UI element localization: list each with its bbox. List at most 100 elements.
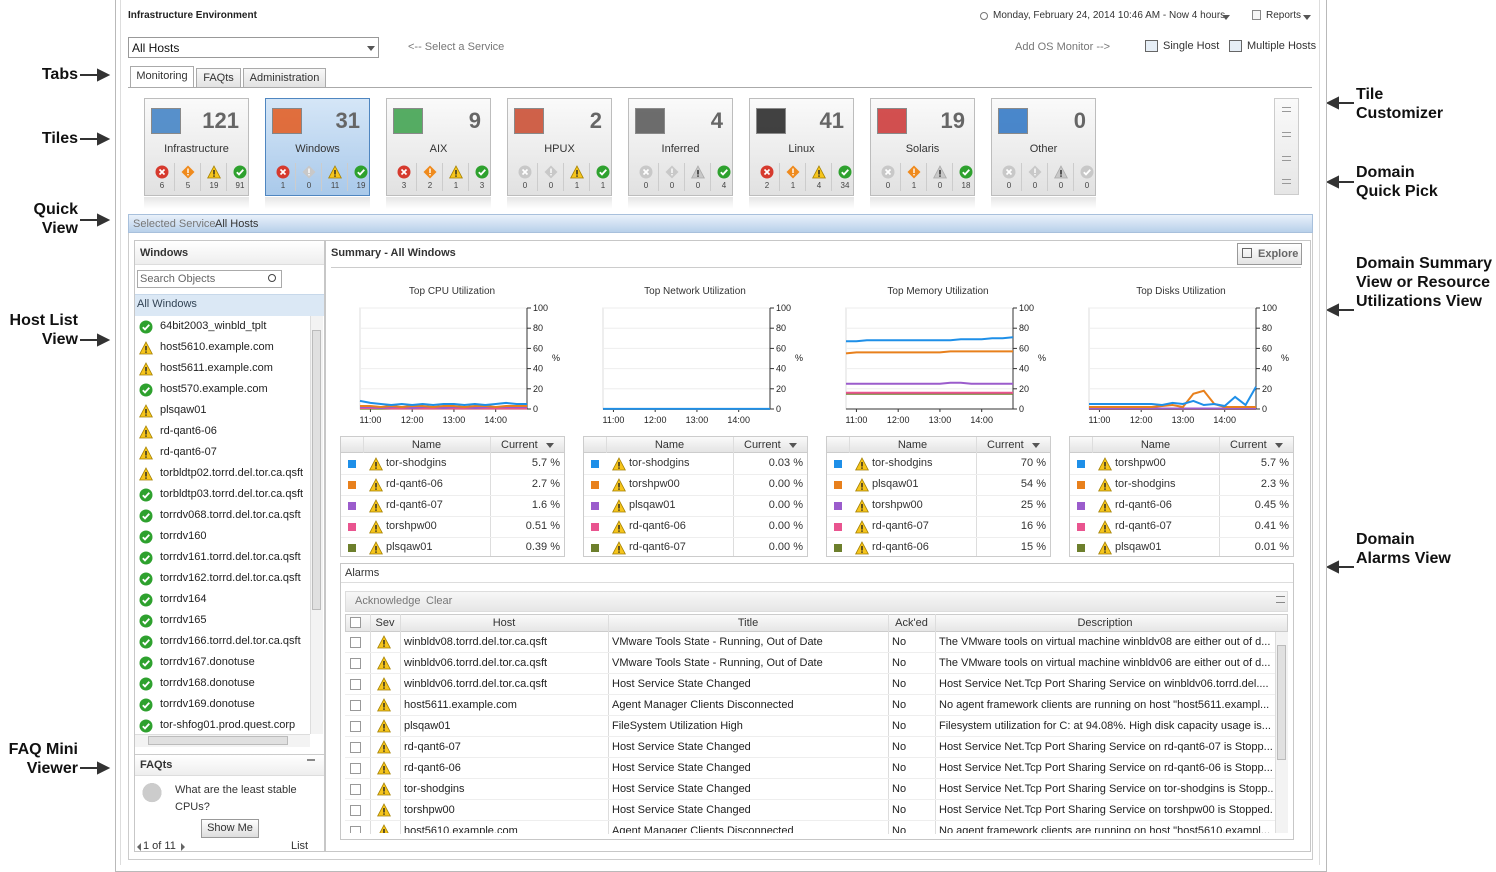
host-name[interactable]: torrdv167.donotuse [160,656,255,668]
tile-divider [468,163,469,191]
faq-button[interactable]: Show Me [201,819,259,838]
domain-tile[interactable]: 9 AIX 3 2 1 3 [386,98,491,196]
host-name[interactable]: torbldtp02.torrd.del.tor.ca.qsft [160,467,304,479]
host-name[interactable]: torrdv160 [160,530,207,542]
column-header[interactable]: Name [654,439,685,451]
reports-menu[interactable]: Reports [1266,10,1302,21]
alarm-host[interactable]: winbldv06.torrd.del.tor.ca.qsft [404,678,548,690]
column-header[interactable]: Current [501,439,538,451]
host-name[interactable]: rd-qant6-06 [160,425,217,437]
alarm-title[interactable]: Agent Manager Clients Disconnected [612,699,794,711]
alarm-host[interactable]: host5610.example.com [404,825,518,833]
column-header[interactable]: Current [987,439,1024,451]
column-header[interactable]: Title [737,617,759,629]
domain-tile[interactable]: 4 Inferred 0 0 0 4 [628,98,733,196]
host-name[interactable]: torbldtp03.torrd.del.tor.ca.qsft [160,488,304,500]
column-header[interactable]: Current [744,439,781,451]
explore-button[interactable]: Explore [1237,243,1302,265]
quick-view-bar: Selected Service All Hosts [128,214,1313,233]
host-name[interactable]: torrdv168.donotuse [160,677,255,689]
domain-tile[interactable]: 31 Windows 1 0 11 19 [265,98,370,196]
tile-customizer[interactable] [1274,98,1299,195]
alarm-title[interactable]: Host Service State Changed [612,762,751,774]
host-name[interactable]: torrdv161.torrd.del.tor.ca.qsft [160,551,301,563]
single-host-button[interactable]: Single Host [1163,40,1220,52]
domain-tile[interactable]: 0 Other 0 0 0 0 [991,98,1096,196]
alarm-title[interactable]: Host Service State Changed [612,804,751,816]
column-header[interactable]: Ack'ed [895,617,928,629]
alarm-title[interactable]: FileSystem Utilization High [612,720,743,732]
header-checkbox[interactable] [350,617,361,628]
y-tick-label: 20 [1019,384,1029,394]
tab[interactable]: Administration [243,68,326,88]
time-range[interactable]: Monday, February 24, 2014 10:46 AM - Now… [993,10,1226,21]
alarm-host[interactable]: rd-qant6-06 [404,762,461,774]
column-header[interactable]: Name [897,439,928,451]
multiple-hosts-button[interactable]: Multiple Hosts [1247,40,1317,52]
host-name[interactable]: 64bit2003_winbld_tplt [160,320,267,332]
host-name[interactable]: torrdv164 [160,593,207,605]
domain-tile[interactable]: 19 Solaris 0 1 0 18 [870,98,975,196]
icon-shape [618,462,620,467]
alarm-title[interactable]: Host Service State Changed [612,678,751,690]
host-name[interactable]: plsqaw01 [160,404,207,416]
host-name[interactable]: torrdv165 [160,614,207,626]
host-name[interactable]: host570.example.com [160,383,268,395]
alarm-host[interactable]: tor-shodgins [404,783,465,795]
row-checkbox[interactable] [350,826,361,833]
host-name[interactable]: torrdv068.torrd.del.tor.ca.qsft [160,509,301,521]
row-checkbox[interactable] [350,637,361,648]
ok-icon [475,165,489,179]
host-name[interactable]: tor-shfog01.prod.quest.corp [160,719,296,731]
faq-list[interactable]: List [291,840,309,852]
alarm-action[interactable]: Clear [426,595,453,607]
row-checkbox[interactable] [350,721,361,732]
icon-shape [429,168,431,173]
column-header[interactable]: Name [411,439,442,451]
row-checkbox[interactable] [350,805,361,816]
alarm-host[interactable]: winbldv08.torrd.del.tor.ca.qsft [404,636,548,648]
tab[interactable]: Monitoring [130,66,194,88]
faq-next[interactable] [181,843,185,851]
column-header[interactable]: Description [1077,617,1133,629]
alarm-title[interactable]: VMware Tools State - Running, Out of Dat… [612,636,823,648]
alarm-title[interactable]: VMware Tools State - Running, Out of Dat… [612,657,823,669]
row-checkbox[interactable] [350,742,361,753]
annotation-arrow [1325,175,1354,189]
alarm-host[interactable]: host5611.example.com [404,699,517,711]
host-name[interactable]: torrdv169.donotuse [160,698,255,710]
alarm-title[interactable]: Host Service State Changed [612,741,751,753]
search-box[interactable]: Search Objects [137,270,282,288]
service-select[interactable]: All Hosts [128,37,379,58]
alarm-title[interactable]: Agent Manager Clients Disconnected [612,825,794,833]
domain-tile[interactable]: 121 Infrastructure 6 5 19 91 [144,98,249,196]
alarm-host[interactable]: torshpw00 [404,804,455,816]
row-checkbox[interactable] [350,679,361,690]
row-checkbox[interactable] [350,784,361,795]
alarm-host[interactable]: winbldv06.torrd.del.tor.ca.qsft [404,657,548,669]
host-name[interactable]: torrdv166.torrd.del.tor.ca.qsft [160,635,301,647]
row-checkbox[interactable] [350,658,361,669]
domain-tile[interactable]: 2 HPUX 0 0 1 1 [507,98,612,196]
row-checkbox[interactable] [350,700,361,711]
alarm-host[interactable]: rd-qant6-07 [404,741,461,753]
alarm-host[interactable]: plsqaw01 [404,720,451,732]
host-name[interactable]: rd-qant6-07 [160,446,217,458]
alarm-action[interactable]: Acknowledge [355,595,421,607]
column-header[interactable]: Sev [375,617,395,629]
host-name[interactable]: host5611.example.com [160,362,273,374]
host-name[interactable]: torrdv162.torrd.del.tor.ca.qsft [160,572,301,584]
alarm-title[interactable]: Host Service State Changed [612,783,751,795]
column-header[interactable]: Host [492,617,516,629]
series-current: 2.7 % [531,478,560,490]
domain-tile[interactable]: 41 Linux 2 1 4 34 [749,98,854,196]
column-divider [849,437,850,453]
column-header[interactable]: Current [1230,439,1267,451]
faq-prev[interactable] [137,843,141,851]
host-name[interactable]: host5610.example.com [160,341,274,353]
tab[interactable]: FAQts [196,68,241,88]
column-header[interactable]: Name [1140,439,1171,451]
x-tick-label: 14:00 [727,415,750,425]
row-checkbox[interactable] [350,763,361,774]
host-group[interactable]: All Windows [137,298,197,310]
